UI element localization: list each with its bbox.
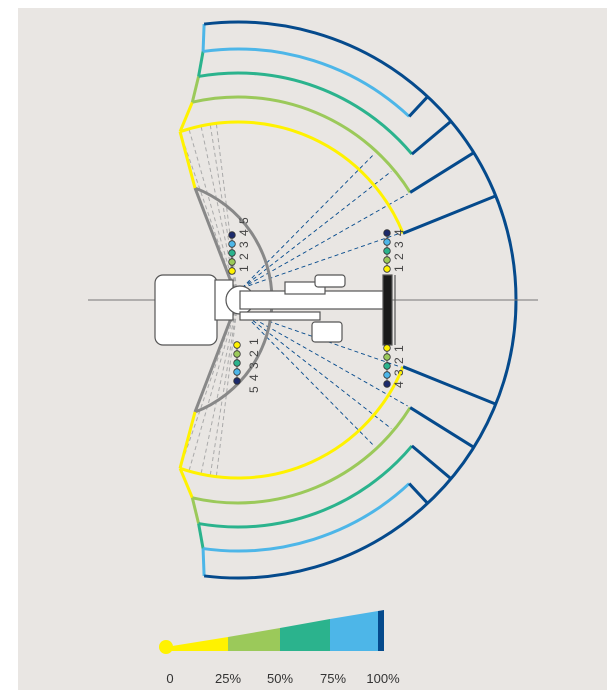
marker-dot bbox=[383, 344, 391, 352]
marker-dot bbox=[228, 249, 236, 257]
legend-label: 0 bbox=[166, 671, 173, 686]
markers bbox=[228, 229, 391, 388]
marker-dot bbox=[228, 240, 236, 248]
step-edge bbox=[178, 131, 197, 189]
range-arc bbox=[202, 47, 411, 118]
marker-dot bbox=[383, 362, 391, 370]
marker-dot bbox=[383, 247, 391, 255]
dashed-guide bbox=[241, 153, 375, 289]
marker-dot bbox=[383, 371, 391, 379]
step-edge bbox=[178, 101, 194, 133]
legend-wedge bbox=[330, 611, 378, 651]
range-ray bbox=[402, 365, 497, 406]
legend-dot bbox=[159, 640, 173, 654]
marker-dot bbox=[383, 353, 391, 361]
legend-label: 100% bbox=[366, 671, 400, 686]
wheel bbox=[314, 274, 346, 288]
crane bbox=[154, 274, 396, 346]
background bbox=[18, 8, 607, 690]
range-ray bbox=[409, 151, 475, 194]
range-arc bbox=[198, 71, 414, 156]
step-edge bbox=[197, 51, 205, 77]
legend-label: 75% bbox=[320, 671, 346, 686]
marker-dot bbox=[228, 231, 236, 239]
marker-label: 4 3 2 1 bbox=[392, 344, 406, 388]
marker-label: 1 2 3 4 bbox=[392, 228, 406, 272]
step-edge bbox=[178, 467, 194, 499]
marker-dot bbox=[233, 341, 241, 349]
marker-label: 5 4 3 2 1 bbox=[247, 337, 261, 393]
range-ray bbox=[408, 482, 429, 505]
legend-wedge bbox=[228, 628, 280, 651]
marker-dot bbox=[383, 229, 391, 237]
marker-dot bbox=[233, 350, 241, 358]
range-ray bbox=[402, 194, 497, 235]
step-edge bbox=[201, 24, 206, 52]
range-arc bbox=[179, 366, 405, 480]
step-edge bbox=[190, 76, 201, 103]
range-arc bbox=[198, 444, 414, 529]
marker-dot bbox=[233, 377, 241, 385]
marker-dot bbox=[233, 359, 241, 367]
range-ray bbox=[410, 444, 452, 480]
legend-wedge bbox=[166, 637, 228, 651]
step-edge bbox=[190, 497, 201, 524]
legend bbox=[159, 610, 384, 654]
wheel bbox=[311, 321, 343, 343]
frame bbox=[239, 311, 321, 321]
cab bbox=[154, 274, 218, 346]
range-ray bbox=[408, 95, 429, 118]
step-edge bbox=[201, 548, 206, 576]
legend-label: 50% bbox=[267, 671, 293, 686]
step-edge bbox=[197, 523, 205, 549]
marker-dot bbox=[228, 258, 236, 266]
range-arc bbox=[202, 482, 411, 553]
range-ray bbox=[410, 120, 452, 156]
range-ray bbox=[409, 406, 475, 449]
range-arc bbox=[191, 406, 412, 505]
marker-dot bbox=[228, 267, 236, 275]
legend-wedge bbox=[378, 610, 384, 651]
range-arc bbox=[179, 120, 405, 234]
legend-labels: 0 25% 50% 75% 100% bbox=[166, 671, 400, 686]
dashed-guide bbox=[241, 311, 375, 447]
marker-dot bbox=[233, 368, 241, 376]
legend-label: 25% bbox=[215, 671, 241, 686]
marker-dot bbox=[383, 238, 391, 246]
marker-dot bbox=[383, 380, 391, 388]
range-arc bbox=[191, 95, 412, 194]
outrigger-beam bbox=[382, 274, 393, 346]
legend-wedge bbox=[280, 619, 330, 651]
marker-dot bbox=[383, 265, 391, 273]
marker-label: 1 2 3 4 5 bbox=[237, 216, 251, 272]
step-edge bbox=[178, 411, 197, 469]
marker-dot bbox=[383, 256, 391, 264]
